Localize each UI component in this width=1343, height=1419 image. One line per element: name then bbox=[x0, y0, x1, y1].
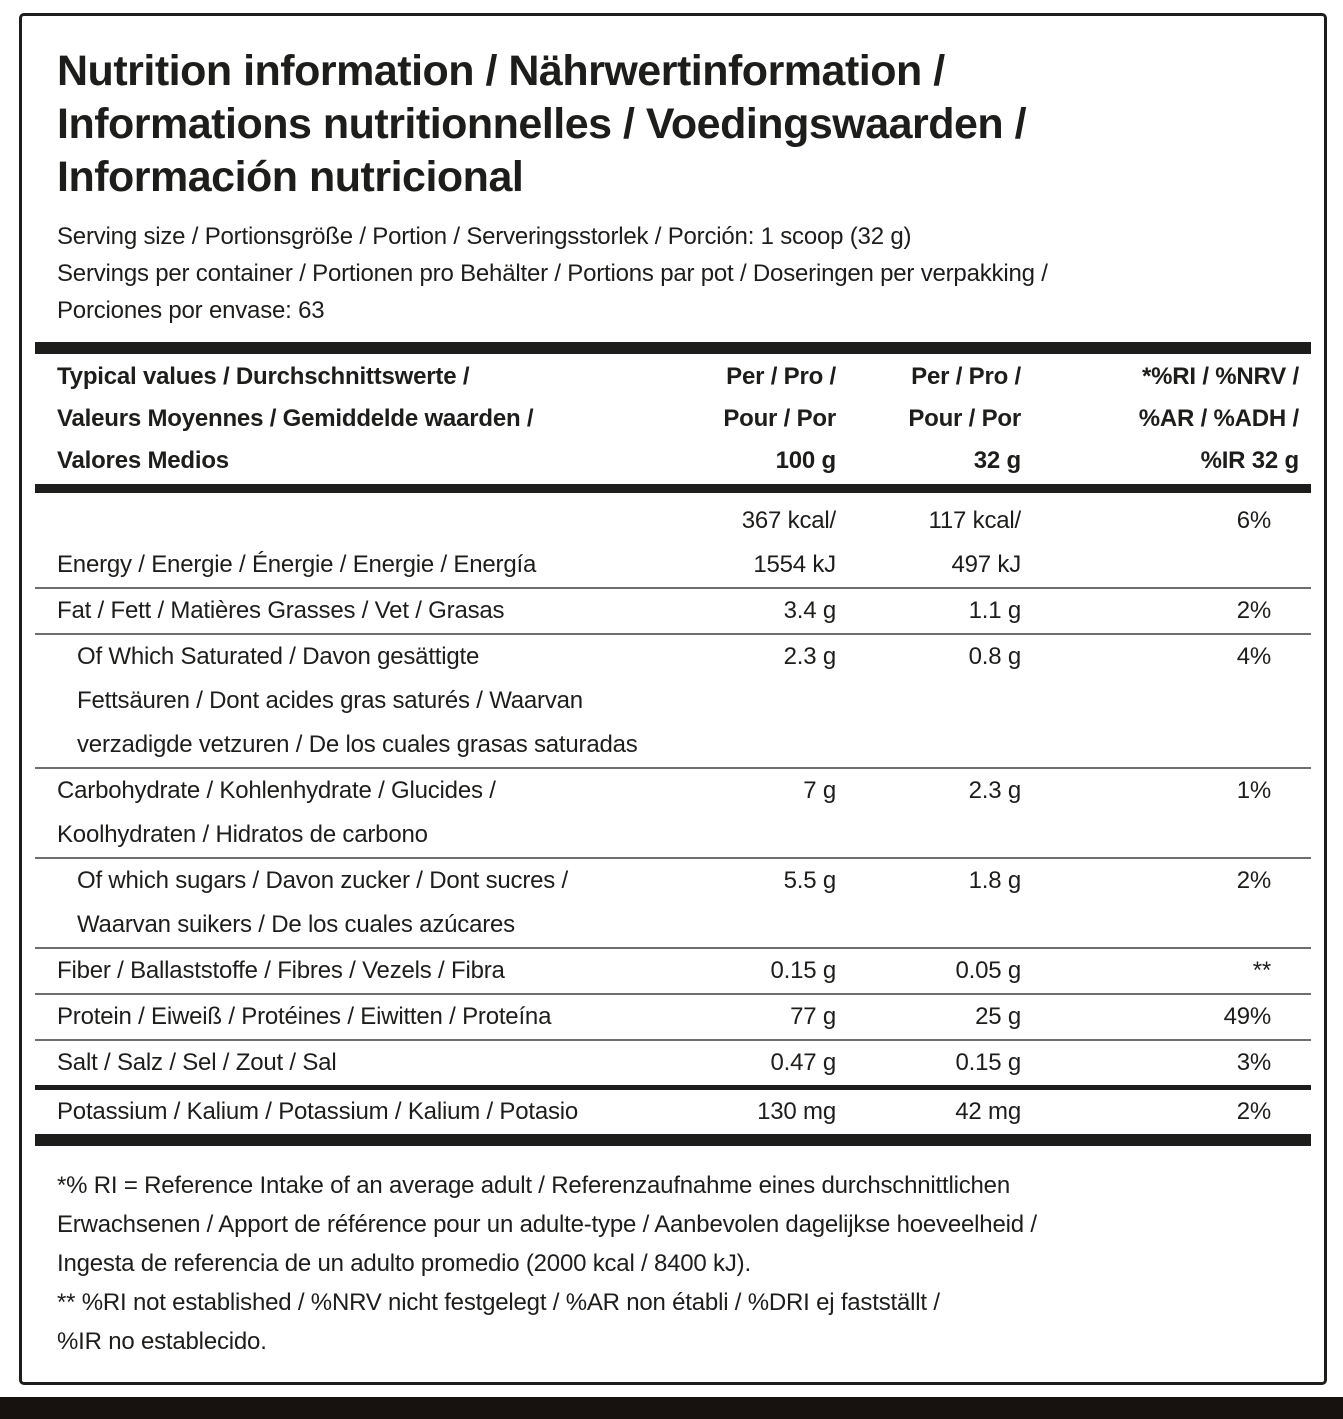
energy-ri: 6% bbox=[1236, 507, 1271, 534]
header-line: Valores Medios bbox=[57, 447, 229, 474]
header-ri-percent: *%RI / %NRV / %AR / %ADH / %IR 32 g bbox=[1021, 356, 1311, 482]
packaging-bottom-bar bbox=[0, 1397, 1343, 1419]
protein-per-32g: 25 g bbox=[975, 1003, 1021, 1030]
footnote-line: Erwachsenen / Apport de référence pour u… bbox=[57, 1211, 1037, 1238]
protein-ri: 49% bbox=[1223, 1003, 1272, 1030]
footnote-line: Ingesta de referencia de un adulto prome… bbox=[57, 1250, 751, 1277]
fiber-per-32g: 0.05 g bbox=[955, 957, 1021, 984]
header-line: Pour / Por bbox=[723, 405, 836, 432]
saturated-per-100g: 2.3 g bbox=[783, 643, 837, 670]
energy-kj-100g: 1554 kJ bbox=[753, 551, 836, 578]
title-line: Nutrition information / Nährwertinformat… bbox=[57, 47, 945, 95]
salt-label: Salt / Salz / Sel / Zout / Sal bbox=[57, 1049, 337, 1076]
fat-label: Fat / Fett / Matières Grasses / Vet / Gr… bbox=[57, 597, 505, 624]
serving-size-line: Serving size / Portionsgröße / Portion /… bbox=[57, 223, 912, 250]
carbohydrate-label: Carbohydrate / Kohlenhydrate / Glucides … bbox=[35, 769, 641, 857]
table-header: Typical values / Durchschnittswerte / Va… bbox=[35, 354, 1311, 484]
header-line: Typical values / Durchschnittswerte / bbox=[57, 363, 470, 390]
potassium-ri: 2% bbox=[1236, 1098, 1271, 1125]
fiber-ri: ** bbox=[1252, 957, 1271, 984]
fat-ri: 2% bbox=[1236, 597, 1271, 624]
header-per-32g: Per / Pro / Pour / Por 32 g bbox=[836, 356, 1021, 482]
saturated-per-32g: 0.8 g bbox=[968, 643, 1022, 670]
sugars-label-line: Of which sugars / Davon zucker / Dont su… bbox=[77, 867, 568, 894]
salt-per-32g: 0.15 g bbox=[955, 1049, 1021, 1076]
header-line: 32 g bbox=[973, 447, 1021, 474]
sugars-per-100g: 5.5 g bbox=[783, 867, 837, 894]
divider-thick-top bbox=[35, 342, 1311, 354]
row-saturated-fat: Of Which Saturated / Davon gesättigte Fe… bbox=[35, 635, 1311, 769]
fat-per-32g: 1.1 g bbox=[968, 597, 1022, 624]
protein-per-100g: 77 g bbox=[790, 1003, 836, 1030]
carbohydrate-per-32g: 2.3 g bbox=[968, 777, 1022, 804]
row-fat: Fat / Fett / Matières Grasses / Vet / Gr… bbox=[35, 589, 1311, 635]
fiber-per-100g: 0.15 g bbox=[770, 957, 836, 984]
row-salt: Salt / Salz / Sel / Zout / Sal 0.47 g 0.… bbox=[35, 1041, 1311, 1090]
salt-ri: 3% bbox=[1236, 1049, 1271, 1076]
potassium-label: Potassium / Kalium / Potassium / Kalium … bbox=[57, 1098, 579, 1125]
row-fiber: Fiber / Ballaststoffe / Fibres / Vezels … bbox=[35, 949, 1311, 995]
sugars-label-line: Waarvan suikers / De los cuales azúcares bbox=[77, 911, 515, 938]
carbohydrate-per-100g: 7 g bbox=[803, 777, 836, 804]
divider-thick-bottom bbox=[35, 1134, 1311, 1146]
header-line: %AR / %ADH / bbox=[1138, 405, 1299, 432]
sugars-ri: 2% bbox=[1236, 867, 1271, 894]
energy-per-100g: 367 kcal/ 1554 kJ bbox=[641, 499, 836, 587]
sugars-label: Of which sugars / Davon zucker / Dont su… bbox=[35, 859, 641, 947]
row-protein: Protein / Eiweiß / Protéines / Eiwitten … bbox=[35, 995, 1311, 1041]
energy-label: Energy / Energie / Énergie / Energie / E… bbox=[57, 551, 537, 578]
footnotes: *% RI = Reference Intake of an average a… bbox=[35, 1166, 1311, 1361]
saturated-label-line: verzadigde vetzuren / De los cuales gras… bbox=[77, 731, 638, 758]
row-potassium: Potassium / Kalium / Potassium / Kalium … bbox=[35, 1090, 1311, 1134]
title-line: Información nutricional bbox=[57, 153, 524, 201]
energy-kcal-100g: 367 kcal/ bbox=[741, 507, 836, 534]
sugars-per-32g: 1.8 g bbox=[968, 867, 1022, 894]
energy-per-32g: 117 kcal/ 497 kJ bbox=[836, 499, 1022, 587]
footnote-reference-intake: *% RI = Reference Intake of an average a… bbox=[57, 1166, 1301, 1283]
serving-info: Serving size / Portionsgröße / Portion /… bbox=[35, 218, 1311, 329]
saturated-ri: 4% bbox=[1236, 643, 1271, 670]
header-typical-values: Typical values / Durchschnittswerte / Va… bbox=[35, 356, 641, 482]
label-title: Nutrition information / Nährwertinformat… bbox=[35, 45, 1311, 204]
row-energy: Energy / Energie / Énergie / Energie / E… bbox=[35, 493, 1311, 589]
header-line: 100 g bbox=[775, 447, 837, 474]
nutrition-label-card: Nutrition information / Nährwertinformat… bbox=[19, 13, 1327, 1385]
header-line: %IR 32 g bbox=[1200, 447, 1300, 474]
row-sugars: Of which sugars / Davon zucker / Dont su… bbox=[35, 859, 1311, 949]
header-per-100g: Per / Pro / Pour / Por 100 g bbox=[641, 356, 836, 482]
header-line: Per / Pro / bbox=[726, 363, 836, 390]
potassium-per-100g: 130 mg bbox=[757, 1098, 836, 1125]
header-line: Per / Pro / bbox=[911, 363, 1021, 390]
header-line: Valeurs Moyennes / Gemiddelde waarden / bbox=[57, 405, 534, 432]
servings-per-container-line-2: Porciones por envase: 63 bbox=[57, 297, 325, 324]
carbohydrate-ri: 1% bbox=[1236, 777, 1271, 804]
carbohydrate-label-line: Koolhydraten / Hidratos de carbono bbox=[57, 821, 428, 848]
row-carbohydrate: Carbohydrate / Kohlenhydrate / Glucides … bbox=[35, 769, 1311, 859]
saturated-label: Of Which Saturated / Davon gesättigte Fe… bbox=[35, 635, 641, 767]
saturated-label-line: Of Which Saturated / Davon gesättigte bbox=[77, 643, 480, 670]
fat-per-100g: 3.4 g bbox=[783, 597, 837, 624]
salt-per-100g: 0.47 g bbox=[770, 1049, 836, 1076]
footnote-not-established: ** %RI not established / %NRV nicht fest… bbox=[57, 1283, 1301, 1361]
energy-kcal-32g: 117 kcal/ bbox=[928, 507, 1022, 534]
fiber-label: Fiber / Ballaststoffe / Fibres / Vezels … bbox=[57, 957, 505, 984]
title-line: Informations nutritionnelles / Voedingsw… bbox=[57, 100, 1027, 148]
header-line: Pour / Por bbox=[908, 405, 1021, 432]
protein-label: Protein / Eiweiß / Protéines / Eiwitten … bbox=[57, 1003, 552, 1030]
saturated-label-line: Fettsäuren / Dont acides gras saturés / … bbox=[77, 687, 583, 714]
servings-per-container-line: Servings per container / Portionen pro B… bbox=[57, 260, 1048, 287]
divider-below-header bbox=[35, 484, 1311, 493]
footnote-line: ** %RI not established / %NRV nicht fest… bbox=[57, 1289, 940, 1316]
footnote-line: *% RI = Reference Intake of an average a… bbox=[57, 1172, 1010, 1199]
carbohydrate-label-line: Carbohydrate / Kohlenhydrate / Glucides … bbox=[57, 777, 496, 804]
footnote-line: %IR no establecido. bbox=[57, 1328, 267, 1355]
label-content: Nutrition information / Nährwertinformat… bbox=[35, 45, 1311, 1361]
energy-kj-32g: 497 kJ bbox=[951, 551, 1021, 578]
potassium-per-32g: 42 mg bbox=[955, 1098, 1021, 1125]
header-line: *%RI / %NRV / bbox=[1142, 363, 1299, 390]
